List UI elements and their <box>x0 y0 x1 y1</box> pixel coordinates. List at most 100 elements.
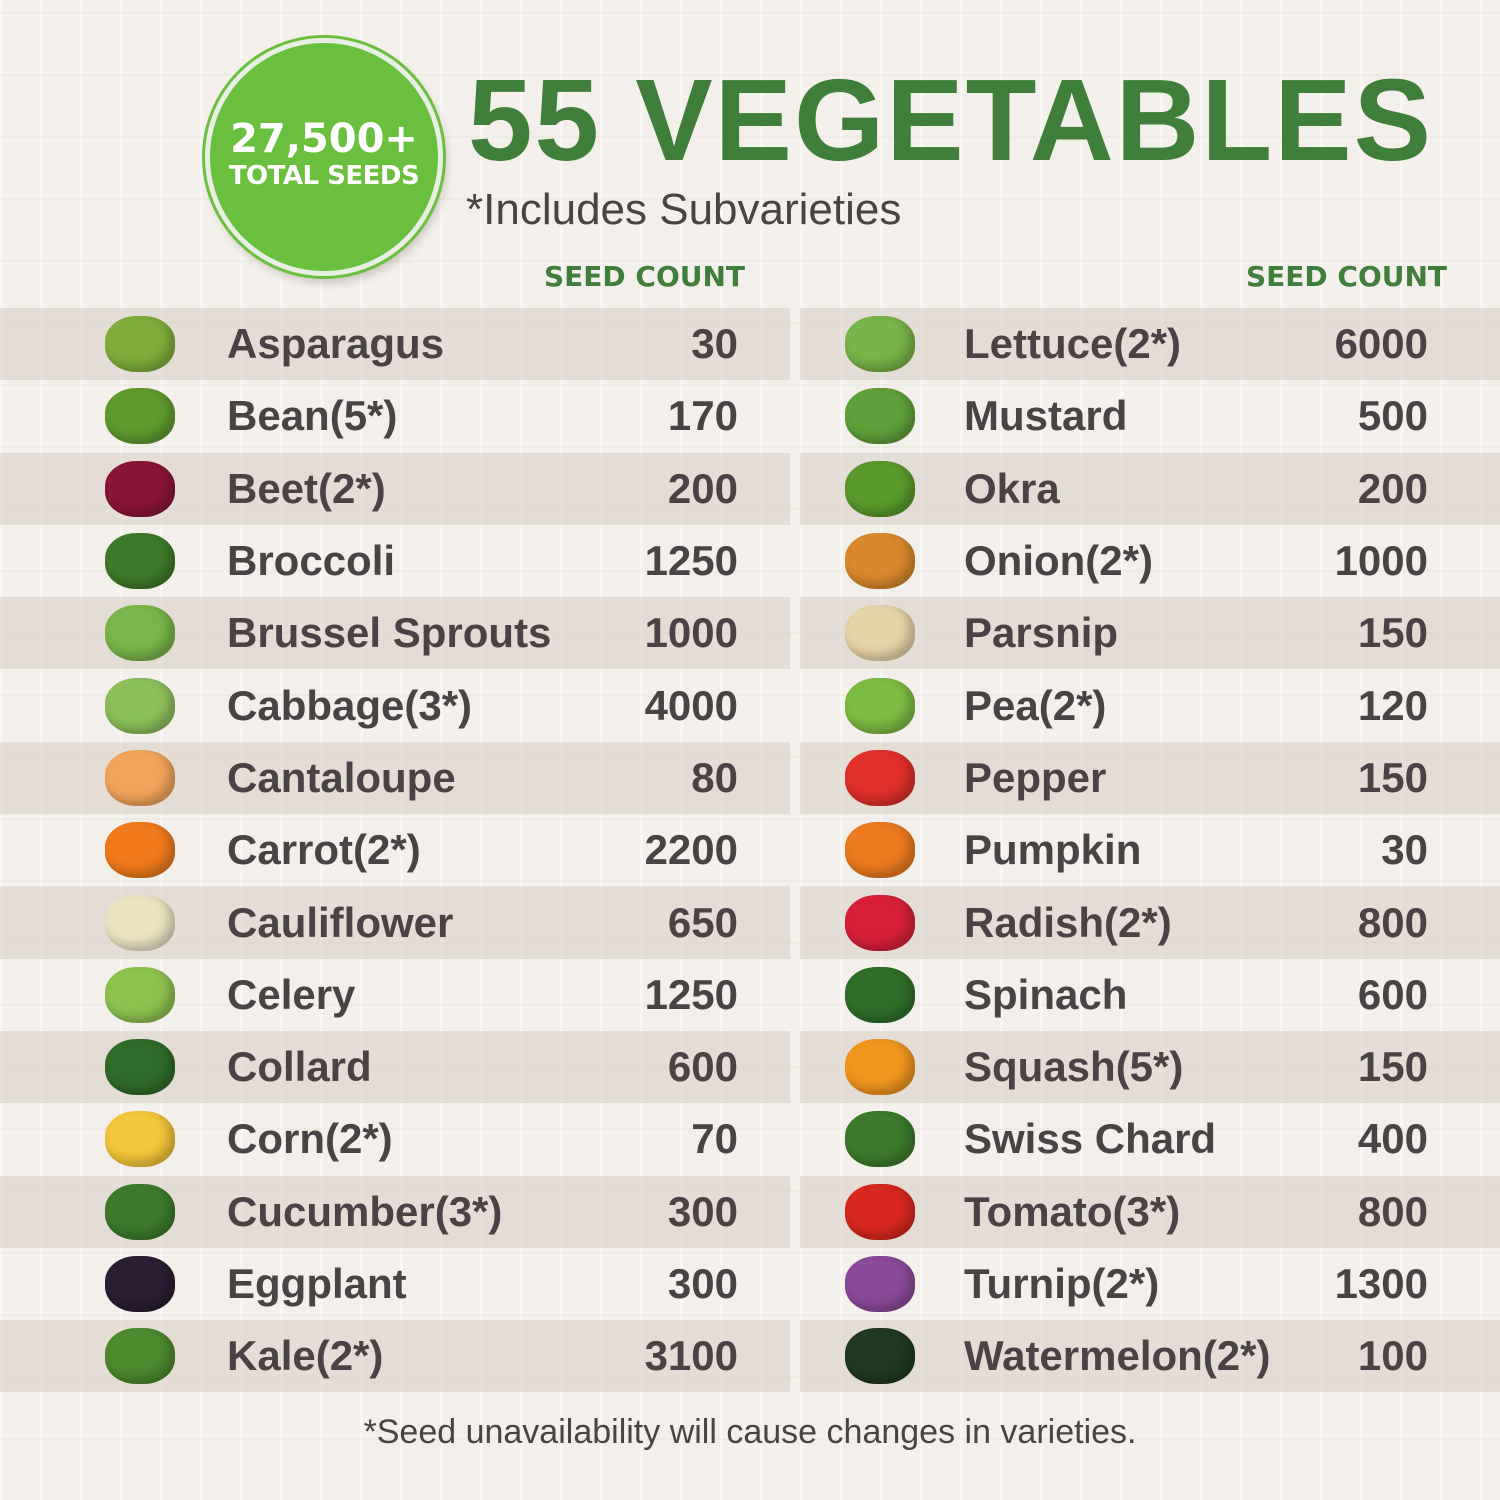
seed-count: 70 <box>691 1115 738 1163</box>
vegetable-name: Carrot(2*) <box>227 826 421 874</box>
seed-count: 120 <box>1357 681 1428 729</box>
vegetable-row: Swiss Chard 400 <box>800 1103 1500 1175</box>
vegetable-row: Mustard 500 <box>800 380 1500 452</box>
carrot-icon <box>105 822 175 879</box>
seed-count: 100 <box>1357 1332 1428 1380</box>
vegetable-name: Brussel Sprouts <box>227 609 552 657</box>
vegetable-name: Mustard <box>964 392 1128 440</box>
vegetable-name: Pea(2*) <box>964 681 1107 729</box>
vegetable-row: Pumpkin 30 <box>800 814 1500 886</box>
bean-icon <box>105 388 175 445</box>
right-vegetable-list: Lettuce(2*) 6000 Mustard 500 Okra 200 On… <box>800 308 1500 1393</box>
seed-count: 800 <box>1357 1187 1428 1235</box>
total-seeds-badge: 27,500+ TOTAL SEEDS <box>205 38 443 276</box>
squash-icon <box>845 1039 915 1096</box>
seed-count: 150 <box>1357 753 1428 801</box>
vegetable-row: Cauliflower 650 <box>0 886 790 959</box>
vegetable-name: Pumpkin <box>964 826 1142 874</box>
vegetable-row: Cantaloupe 80 <box>0 741 790 815</box>
seed-count: 4000 <box>644 681 738 729</box>
seed-count: 6000 <box>1334 320 1428 368</box>
seed-count: 2200 <box>644 826 738 874</box>
cantaloupe-icon <box>105 749 175 806</box>
vegetable-name: Spinach <box>964 970 1128 1018</box>
vegetable-row: Carrot(2*) 2200 <box>0 814 790 886</box>
radish-icon <box>845 894 915 951</box>
seed-count: 300 <box>667 1187 738 1235</box>
vegetable-row: Brussel Sprouts 1000 <box>0 597 790 670</box>
vegetable-row: Corn(2*) 70 <box>0 1103 790 1175</box>
vegetable-row: Parsnip 150 <box>800 597 1500 670</box>
collard-icon <box>105 1039 175 1096</box>
vegetable-row: Cabbage(3*) 4000 <box>0 669 790 741</box>
cabbage-icon <box>105 677 175 734</box>
vegetable-row: Asparagus 30 <box>0 308 790 381</box>
swiss-chard-icon <box>845 1111 915 1168</box>
turnip-icon <box>845 1256 915 1312</box>
left-vegetable-list: Asparagus 30 Bean(5*) 170 Beet(2*) 200 B… <box>0 308 790 1393</box>
vegetable-row: Celery 1250 <box>0 959 790 1031</box>
seed-count: 80 <box>691 753 738 801</box>
vegetable-row: Radish(2*) 800 <box>800 886 1500 959</box>
vegetable-name: Eggplant <box>227 1260 407 1307</box>
seed-count: 1300 <box>1334 1260 1428 1307</box>
vegetable-row: Beet(2*) 200 <box>0 452 790 525</box>
seed-count: 500 <box>1357 392 1428 440</box>
vegetable-row: Turnip(2*) 1300 <box>800 1248 1500 1320</box>
seed-count: 1250 <box>644 970 738 1018</box>
tomato-icon <box>845 1183 915 1240</box>
kale-icon <box>105 1328 175 1385</box>
vegetable-name: Cucumber(3*) <box>227 1187 503 1235</box>
footnote: *Seed unavailability will cause changes … <box>363 1413 1137 1451</box>
vegetable-name: Okra <box>964 464 1060 512</box>
seed-count-header-right: SEED COUNT <box>1246 260 1448 293</box>
seed-count: 800 <box>1357 898 1428 946</box>
seed-count: 1000 <box>1334 537 1428 585</box>
vegetable-row: Bean(5*) 170 <box>0 380 790 452</box>
lettuce-icon <box>845 316 915 373</box>
vegetable-row: Watermelon(2*) 100 <box>800 1320 1500 1393</box>
okra-icon <box>845 460 915 517</box>
seed-count: 1250 <box>644 537 738 585</box>
watermelon-icon <box>845 1328 915 1385</box>
seed-count: 600 <box>667 1043 738 1091</box>
vegetable-name: Onion(2*) <box>964 537 1153 585</box>
seed-count: 650 <box>667 898 738 946</box>
vegetable-row: Spinach 600 <box>800 959 1500 1031</box>
vegetable-name: Tomato(3*) <box>964 1187 1181 1235</box>
seed-count: 400 <box>1357 1115 1428 1163</box>
vegetable-row: Cucumber(3*) 300 <box>0 1175 790 1248</box>
seed-count: 600 <box>1357 970 1428 1018</box>
vegetable-name: Asparagus <box>227 320 445 368</box>
total-seeds-count: 27,500+ <box>230 116 418 162</box>
vegetable-row: Okra 200 <box>800 452 1500 525</box>
seed-count: 30 <box>691 320 738 368</box>
page-title: 55 VEGETABLES <box>468 55 1433 185</box>
asparagus-icon <box>105 316 175 373</box>
broccoli-icon <box>105 533 175 590</box>
vegetable-row: Tomato(3*) 800 <box>800 1175 1500 1248</box>
subtitle: *Includes Subvarieties <box>466 185 902 234</box>
celery-icon <box>105 966 175 1023</box>
pepper-icon <box>845 749 915 806</box>
vegetable-name: Broccoli <box>227 537 396 585</box>
pumpkin-icon <box>845 822 915 879</box>
vegetable-row: Squash(5*) 150 <box>800 1030 1500 1104</box>
seed-count: 3100 <box>644 1332 738 1380</box>
eggplant-icon <box>105 1256 175 1312</box>
pea-icon <box>845 677 915 734</box>
seed-count: 30 <box>1381 826 1428 874</box>
seed-count: 200 <box>667 464 738 512</box>
parsnip-icon <box>845 605 915 662</box>
vegetable-name: Lettuce(2*) <box>964 320 1182 368</box>
corn-icon <box>105 1111 175 1168</box>
onion-icon <box>845 533 915 590</box>
vegetable-name: Radish(2*) <box>964 898 1172 946</box>
cauliflower-icon <box>105 894 175 951</box>
vegetable-row: Broccoli 1250 <box>0 525 790 597</box>
spinach-icon <box>845 966 915 1023</box>
seed-count: 200 <box>1357 464 1428 512</box>
vegetable-name: Corn(2*) <box>227 1115 393 1163</box>
vegetable-name: Cauliflower <box>227 898 454 946</box>
vegetable-name: Parsnip <box>964 609 1119 657</box>
